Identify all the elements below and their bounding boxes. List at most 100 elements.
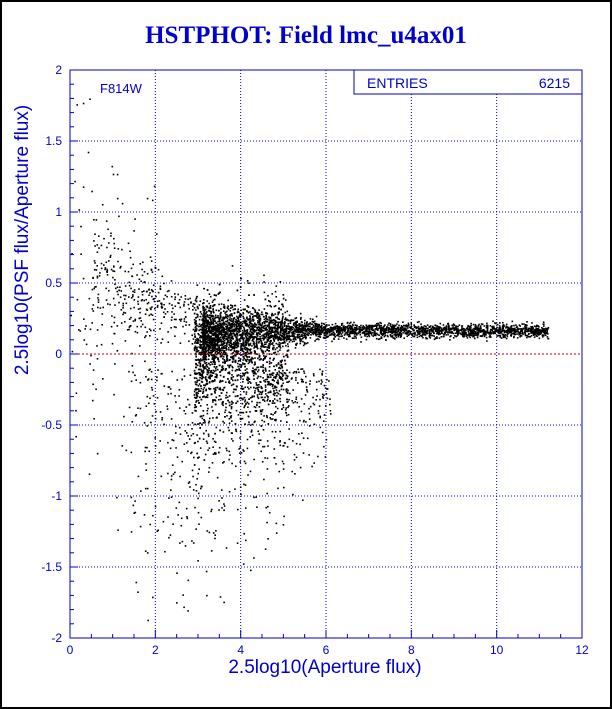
- data-point: [252, 317, 254, 319]
- data-point: [218, 364, 221, 367]
- data-point: [259, 315, 261, 318]
- data-point: [265, 327, 268, 329]
- data-point: [534, 331, 536, 334]
- data-point: [301, 337, 304, 340]
- data-point: [498, 331, 501, 334]
- data-point: [230, 378, 233, 380]
- data-point: [271, 379, 274, 381]
- data-point: [428, 326, 431, 328]
- data-point: [295, 344, 297, 346]
- data-point: [214, 352, 217, 354]
- data-point: [270, 335, 272, 337]
- data-point: [208, 309, 211, 312]
- data-point: [213, 340, 216, 342]
- data-point: [518, 333, 521, 335]
- data-point: [326, 335, 328, 338]
- data-point: [275, 342, 278, 345]
- data-point: [366, 335, 368, 338]
- data-point: [239, 334, 241, 336]
- data-point: [198, 383, 201, 385]
- data-point: [484, 331, 486, 334]
- data-point: [212, 354, 215, 356]
- data-point: [525, 330, 528, 333]
- data-point: [380, 336, 382, 338]
- data-point: [323, 323, 326, 326]
- data-point: [526, 324, 528, 327]
- data-point: [267, 398, 269, 400]
- data-point: [339, 325, 341, 328]
- data-point: [222, 331, 224, 333]
- data-point: [209, 307, 212, 309]
- data-point: [291, 333, 294, 336]
- data-point: [214, 432, 216, 435]
- data-point: [212, 357, 214, 359]
- data-point: [229, 364, 232, 366]
- data-point: [195, 300, 198, 303]
- data-point: [256, 332, 258, 334]
- data-point: [240, 323, 243, 326]
- data-point: [236, 332, 239, 335]
- data-point: [202, 308, 204, 310]
- data-point: [540, 330, 543, 333]
- data-point: [269, 320, 271, 322]
- data-point: [275, 353, 278, 356]
- data-point: [217, 337, 219, 340]
- data-point: [238, 363, 241, 366]
- data-point: [257, 388, 259, 391]
- data-point: [219, 314, 222, 317]
- data-point: [238, 315, 240, 318]
- data-point: [204, 346, 206, 349]
- data-point: [477, 326, 479, 329]
- data-point: [245, 320, 248, 322]
- data-point: [397, 330, 399, 332]
- data-point: [193, 349, 196, 352]
- data-point: [264, 298, 267, 301]
- data-point: [241, 344, 244, 346]
- data-point: [287, 345, 289, 348]
- data-point: [214, 376, 217, 378]
- data-point: [271, 331, 273, 333]
- data-point: [286, 310, 289, 313]
- data-point: [219, 355, 222, 358]
- data-point: [487, 332, 490, 334]
- data-point: [405, 329, 408, 331]
- data-point: [214, 363, 216, 365]
- data-point: [212, 325, 215, 328]
- data-point: [541, 327, 544, 330]
- data-point: [527, 335, 529, 338]
- data-point: [195, 377, 198, 380]
- data-point: [239, 340, 241, 343]
- data-point: [268, 366, 271, 368]
- data-point: [378, 338, 381, 340]
- data-point: [216, 348, 218, 350]
- data-point: [229, 320, 232, 322]
- data-point: [410, 323, 413, 326]
- data-point: [540, 329, 542, 331]
- data-point: [322, 322, 325, 325]
- data-point: [275, 285, 278, 287]
- data-point: [220, 355, 223, 358]
- data-point: [194, 409, 196, 412]
- data-point: [236, 334, 239, 337]
- data-point: [203, 322, 206, 325]
- data-point: [484, 333, 487, 335]
- data-point: [195, 330, 197, 332]
- data-point: [409, 332, 412, 335]
- data-point: [250, 323, 253, 325]
- data-point: [438, 327, 441, 330]
- data-point: [261, 410, 263, 413]
- data-point: [402, 327, 404, 330]
- data-point: [247, 338, 250, 341]
- data-point: [204, 362, 206, 365]
- data-point: [281, 359, 283, 362]
- data-point: [204, 326, 206, 329]
- data-point: [445, 330, 448, 333]
- data-point: [344, 328, 347, 330]
- data-point: [506, 334, 508, 336]
- data-point: [510, 330, 513, 332]
- data-point: [311, 332, 313, 334]
- data-point: [210, 312, 212, 315]
- data-point: [230, 438, 233, 440]
- data-point: [212, 369, 215, 372]
- data-point: [217, 333, 219, 336]
